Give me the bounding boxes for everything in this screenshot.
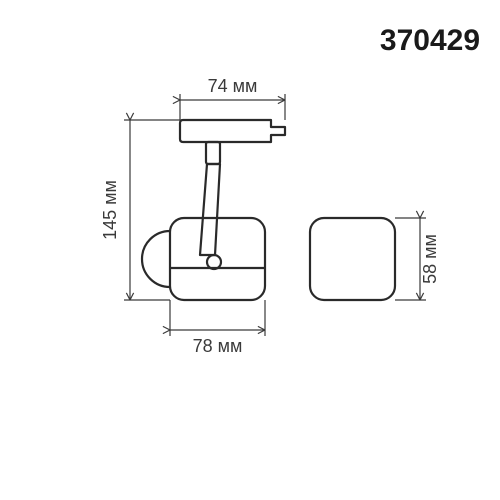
svg-text:78 мм: 78 мм [193, 336, 243, 356]
svg-text:58 мм: 58 мм [420, 234, 440, 284]
svg-text:370429: 370429 [380, 24, 480, 57]
svg-text:74 мм: 74 мм [208, 76, 258, 96]
svg-text:145 мм: 145 мм [100, 180, 120, 240]
